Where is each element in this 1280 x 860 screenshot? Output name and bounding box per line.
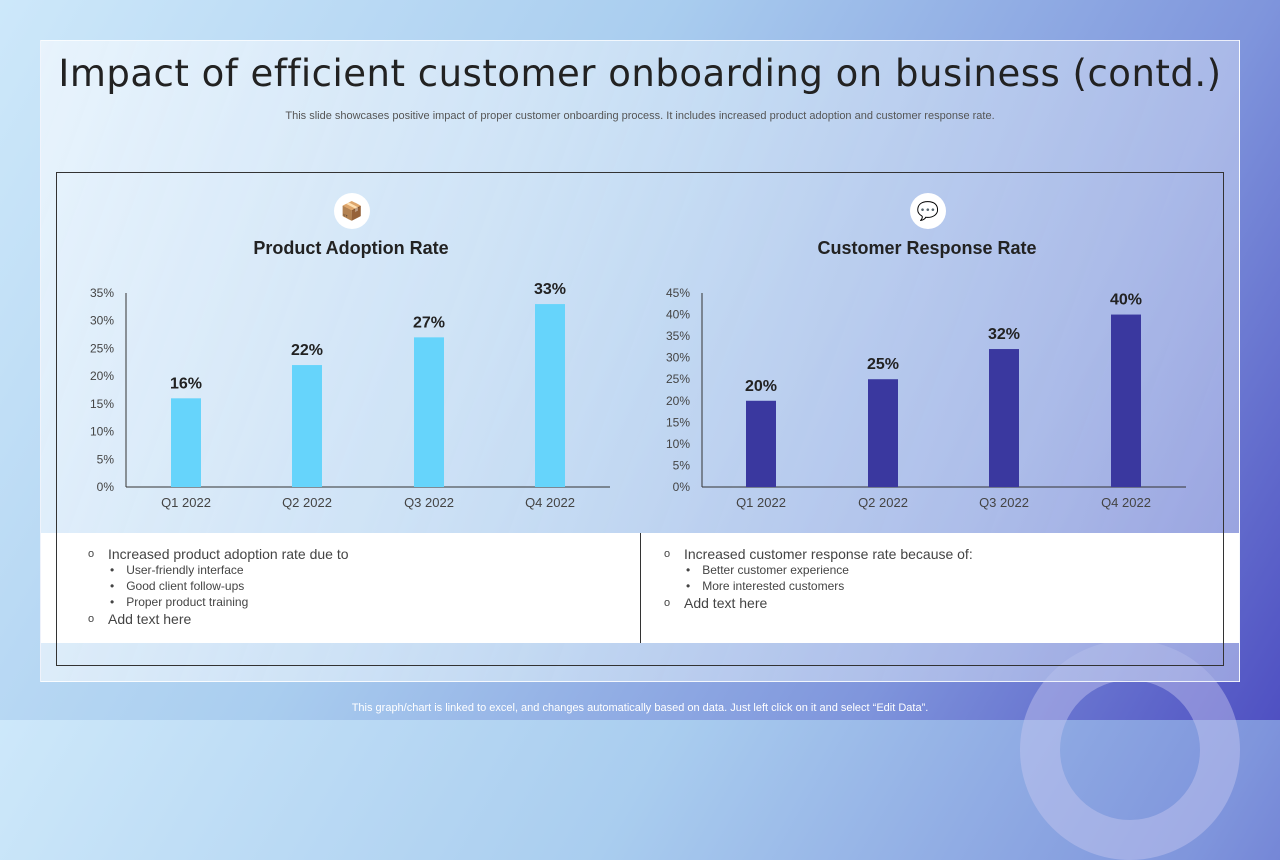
x-tick-label: Q2 2022 (282, 495, 332, 510)
x-tick-label: Q3 2022 (979, 495, 1029, 510)
y-tick-label: 30% (666, 351, 690, 365)
data-label: 25% (867, 356, 899, 373)
note-subtext: Better customer experience (702, 563, 849, 577)
footer-note: This graph/chart is linked to excel, and… (351, 702, 929, 714)
y-tick-label: 20% (666, 394, 690, 408)
y-tick-label: 25% (666, 372, 690, 386)
circle-bullet-icon: o (88, 612, 95, 625)
bullet-icon: • (110, 579, 115, 593)
subtitle: This slide showcases positive impact of … (285, 110, 995, 122)
bullet-icon: • (110, 563, 115, 577)
y-tick-label: 30% (90, 314, 114, 328)
bar (989, 349, 1019, 487)
y-tick-label: 40% (666, 308, 690, 322)
y-tick-label: 15% (90, 397, 114, 411)
content-frame (56, 172, 1224, 666)
note-item: o Add text here (88, 610, 349, 627)
x-tick-label: Q3 2022 (404, 495, 454, 510)
note-subtext: Proper product training (126, 595, 249, 609)
x-tick-label: Q4 2022 (525, 495, 575, 510)
x-tick-label: Q4 2022 (1101, 495, 1151, 510)
note-text: Increased customer response rate because… (684, 545, 973, 562)
data-label: 20% (745, 378, 777, 395)
y-tick-label: 0% (673, 480, 691, 494)
circle-bullet-icon: o (88, 547, 95, 560)
bullet-icon: • (686, 563, 691, 577)
data-label: 27% (413, 314, 445, 331)
note-text: Add text here (108, 610, 192, 627)
note-subtext: User-friendly interface (126, 563, 244, 577)
y-tick-label: 15% (666, 415, 690, 429)
data-label: 22% (291, 342, 323, 359)
note-subitem: • Good client follow-ups (88, 578, 349, 594)
note-subitem: • Proper product training (88, 594, 349, 610)
notes-divider (640, 533, 641, 643)
circle-bullet-icon: o (664, 547, 671, 560)
note-subitem: • User-friendly interface (88, 562, 349, 578)
bar (292, 365, 322, 487)
page-title: Impact of efficient customer onboarding … (58, 52, 1222, 95)
note-subitem: • Better customer experience (664, 562, 973, 578)
note-text: Add text here (684, 594, 768, 611)
note-item: o Increased product adoption rate due to (88, 545, 349, 562)
note-subitem: • More interested customers (664, 578, 973, 594)
note-item: o Increased customer response rate becaus… (664, 545, 973, 562)
note-subtext: Good client follow-ups (126, 579, 245, 593)
bar (746, 400, 776, 487)
y-tick-label: 25% (90, 341, 114, 355)
note-text: Increased product adoption rate due to (108, 545, 349, 562)
data-label: 40% (1110, 292, 1142, 309)
y-tick-label: 10% (666, 437, 690, 451)
notes-adoption: o Increased product adoption rate due to •… (88, 545, 349, 627)
data-label: 32% (988, 326, 1020, 343)
bullet-icon: • (686, 579, 691, 593)
y-tick-label: 45% (666, 286, 690, 300)
note-item: o Add text here (664, 594, 973, 611)
y-tick-label: 5% (673, 458, 691, 472)
bar (535, 304, 565, 487)
bar (414, 337, 444, 487)
bar (868, 379, 898, 487)
question-chat-icon: 💬 (910, 193, 946, 229)
y-tick-label: 10% (90, 425, 114, 439)
y-tick-label: 20% (90, 369, 114, 383)
y-tick-label: 35% (666, 329, 690, 343)
y-tick-label: 5% (97, 452, 115, 466)
x-tick-label: Q1 2022 (736, 495, 786, 510)
chart-title-response: Customer Response Rate (817, 238, 1037, 258)
y-tick-label: 35% (90, 286, 114, 300)
data-label: 16% (170, 375, 202, 392)
circle-bullet-icon: o (664, 596, 671, 609)
bar (1111, 314, 1141, 487)
data-label: 33% (534, 281, 566, 298)
note-subtext: More interested customers (702, 579, 845, 593)
bar (171, 398, 201, 487)
chart-title-adoption: Product Adoption Rate (253, 238, 449, 258)
x-tick-label: Q2 2022 (858, 495, 908, 510)
charts-svg: 0% 5% 10% 15% 20% 25% 30% 35% 16% Q1 2022 22% Q2 20… (90, 281, 1186, 510)
person-with-box-icon: 📦 (334, 193, 370, 229)
bullet-icon: • (110, 595, 115, 609)
y-tick-label: 0% (97, 480, 115, 494)
x-tick-label: Q1 2022 (161, 495, 211, 510)
notes-response: o Increased customer response rate becaus… (664, 545, 973, 611)
